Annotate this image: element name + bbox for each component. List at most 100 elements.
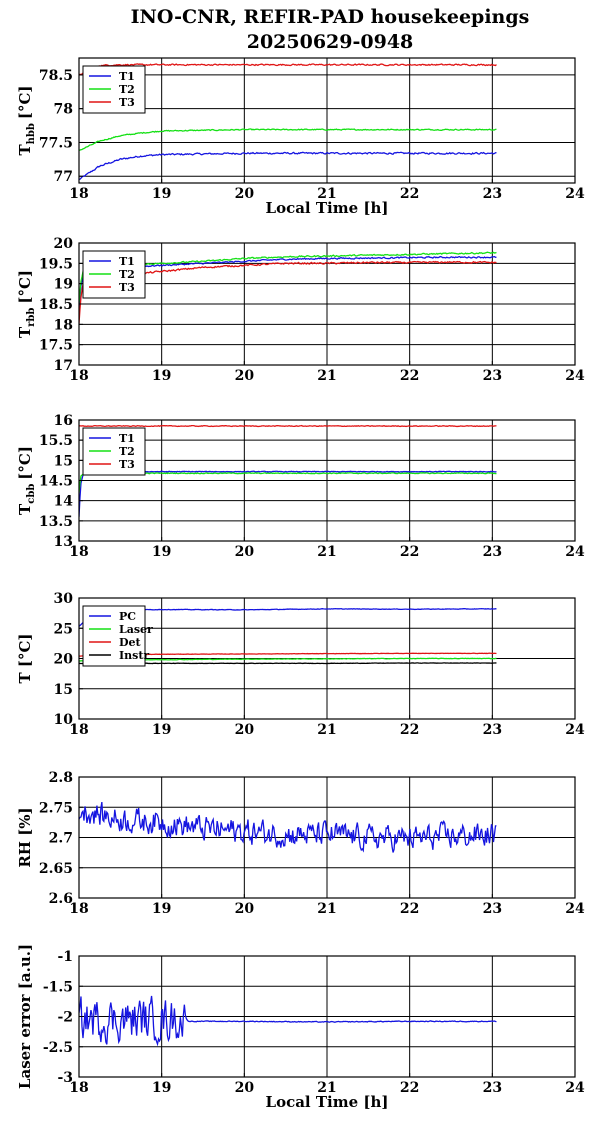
series-line-t3 bbox=[79, 63, 497, 76]
y-axis-label-main: T bbox=[16, 144, 34, 156]
x-tick-label: 20 bbox=[235, 722, 255, 738]
panel-cbb: 18 19 20 21 22 23 24 13 13.5 14 14.5 15 15.5 16 Tcbb [°… bbox=[16, 413, 585, 560]
legend-entry: T3 bbox=[119, 458, 135, 471]
x-tick-label: 22 bbox=[400, 1080, 419, 1096]
y-axis-label-unit: [°C] bbox=[16, 85, 34, 119]
legend-entry: T1 bbox=[119, 432, 135, 445]
x-tick-label: 18 bbox=[69, 722, 88, 738]
series-line-t2 bbox=[79, 472, 497, 493]
figure-title-line1: INO-CNR, REFIR-PAD housekeepings bbox=[131, 6, 530, 28]
y-axis-label-sub: rbb bbox=[26, 308, 37, 327]
series-line-t2 bbox=[79, 251, 497, 304]
y-axis-label-sub: hbb bbox=[26, 123, 37, 144]
x-tick-label: 18 bbox=[69, 368, 88, 384]
y-axis-label: Thbb [°C] bbox=[16, 85, 37, 155]
y-tick-label: -1 bbox=[57, 949, 73, 965]
y-tick-label: 2.6 bbox=[49, 891, 73, 907]
panels-group: 18 19 20 21 22 23 24 77 77.5 78 78.5 Local Time [h]… bbox=[16, 57, 585, 1111]
x-tick-label: 18 bbox=[69, 544, 88, 560]
y-tick-label: 17 bbox=[54, 358, 73, 374]
legend-entry: T2 bbox=[119, 83, 135, 96]
legend-entry: T1 bbox=[119, 255, 135, 268]
x-tick-label: 23 bbox=[483, 1080, 502, 1096]
legend-entry: T2 bbox=[119, 445, 135, 458]
x-tick-label: 24 bbox=[565, 186, 585, 202]
x-tick-label: 19 bbox=[152, 544, 171, 560]
x-tick-label: 20 bbox=[235, 186, 255, 202]
x-tick-label: 24 bbox=[565, 1080, 585, 1096]
y-tick-label: 20 bbox=[54, 652, 74, 668]
x-tick-label: 24 bbox=[565, 544, 585, 560]
series-line-laser bbox=[79, 657, 497, 662]
y-axis-label: Trbb [°C] bbox=[16, 270, 37, 338]
series-line-data bbox=[79, 995, 497, 1047]
y-axis-label: T [°C] bbox=[16, 633, 34, 683]
x-tick-label: 21 bbox=[317, 1080, 336, 1096]
x-tick-label: 23 bbox=[483, 368, 502, 384]
x-tick-label: 19 bbox=[152, 722, 171, 738]
y-tick-label: 17.5 bbox=[39, 338, 73, 354]
series-line-det bbox=[79, 652, 497, 657]
panel-hbb: 18 19 20 21 22 23 24 77 77.5 78 78.5 Local Time [h]… bbox=[16, 57, 585, 217]
legend-entry: PC bbox=[119, 610, 136, 623]
y-tick-label: 16 bbox=[54, 413, 73, 429]
figure-title-line2: 20250629-0948 bbox=[247, 31, 414, 53]
x-tick-label: 21 bbox=[317, 186, 336, 202]
x-tick-label: 22 bbox=[400, 901, 419, 917]
panel-rbb: 18 19 20 21 22 23 24 17 17.5 18 18.5 19 19.5 20 Trbb [°… bbox=[16, 236, 585, 384]
x-tick-label: 20 bbox=[235, 368, 255, 384]
y-tick-label: 15.5 bbox=[39, 433, 73, 449]
x-tick-label: 23 bbox=[483, 186, 502, 202]
y-tick-label: -1.5 bbox=[43, 979, 73, 995]
y-tick-label: 77 bbox=[54, 169, 73, 185]
x-axis-label: Local Time [h] bbox=[266, 199, 389, 217]
legend-entry: T3 bbox=[119, 96, 135, 109]
series-line-t1 bbox=[79, 151, 497, 181]
y-tick-label: 15 bbox=[54, 453, 73, 469]
y-tick-label: 77.5 bbox=[39, 135, 73, 151]
panel-temps: 18 19 20 21 22 23 24 10 15 20 25 30 T [°C] PCLaserDet… bbox=[16, 591, 585, 738]
x-tick-label: 19 bbox=[152, 1080, 171, 1096]
y-tick-label: -2.5 bbox=[43, 1040, 73, 1056]
legend-entry: T3 bbox=[119, 281, 135, 294]
x-tick-label: 22 bbox=[400, 722, 419, 738]
series-group bbox=[79, 424, 497, 517]
series-line-data bbox=[79, 801, 497, 853]
legend-entry: Det bbox=[119, 636, 142, 649]
y-tick-label: 78 bbox=[54, 102, 73, 118]
x-tick-label: 24 bbox=[565, 722, 585, 738]
x-tick-label: 19 bbox=[152, 368, 171, 384]
series-line-instr bbox=[79, 662, 497, 665]
y-tick-label: -3 bbox=[57, 1070, 73, 1086]
legend-entry: Laser bbox=[119, 623, 153, 636]
series-line-t2 bbox=[79, 128, 497, 151]
y-axis-label-main: T bbox=[16, 503, 34, 515]
y-tick-label: 78.5 bbox=[39, 68, 73, 84]
series-line-t3 bbox=[79, 424, 497, 428]
y-tick-label: 15 bbox=[54, 682, 73, 698]
x-tick-label: 18 bbox=[69, 1080, 88, 1096]
y-tick-label: 2.65 bbox=[39, 861, 73, 877]
x-tick-label: 22 bbox=[400, 186, 419, 202]
y-tick-label: 18.5 bbox=[39, 297, 73, 313]
series-group bbox=[79, 608, 497, 665]
y-tick-label: 14.5 bbox=[39, 474, 73, 490]
legend-entry: T1 bbox=[119, 70, 135, 83]
series-line-t1 bbox=[79, 470, 497, 517]
y-tick-label: 2.7 bbox=[49, 831, 73, 847]
series-group bbox=[79, 63, 497, 181]
x-tick-label: 20 bbox=[235, 1080, 255, 1096]
x-tick-label: 23 bbox=[483, 901, 502, 917]
y-tick-label: -2 bbox=[57, 1010, 73, 1026]
y-tick-label: 13.5 bbox=[39, 514, 73, 530]
y-tick-label: 13 bbox=[54, 534, 73, 550]
series-group bbox=[79, 251, 497, 324]
x-tick-label: 22 bbox=[400, 544, 419, 560]
panel-rh: 18 19 20 21 22 23 24 2.6 2.65 2.7 2.75 2.8 RH [%] bbox=[16, 770, 585, 917]
x-tick-label: 19 bbox=[152, 901, 171, 917]
series-line-t3 bbox=[79, 260, 497, 324]
